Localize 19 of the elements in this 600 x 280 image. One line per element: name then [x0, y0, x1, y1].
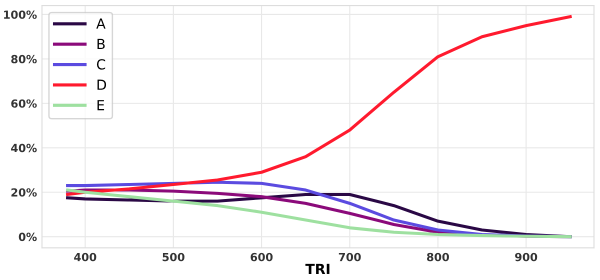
line-series: [66, 15, 572, 196]
x-tick-label: 500: [162, 252, 184, 262]
y-tick-label: 40%: [11, 144, 37, 152]
legend-label: B: [98, 38, 105, 50]
legend-label: A: [96, 18, 106, 29]
legend-label: E: [98, 100, 104, 110]
x-tick-label: 900: [515, 252, 538, 262]
legend-label: D: [98, 80, 106, 90]
x-tick-label: 600: [250, 252, 273, 262]
x-tick-label: 700: [338, 252, 361, 262]
x-tick-label: 800: [427, 252, 449, 262]
y-tick-label: 20%: [11, 188, 37, 197]
y-tick-label: 0%: [18, 232, 37, 242]
x-tick-label: 400: [74, 252, 96, 262]
y-tick-label: 100%: [4, 10, 37, 19]
legend-label: C: [96, 59, 106, 70]
y-tick-label: 80%: [11, 54, 37, 64]
y-tick-label: 60%: [11, 99, 37, 108]
x-axis-title: TRI: [305, 264, 330, 274]
